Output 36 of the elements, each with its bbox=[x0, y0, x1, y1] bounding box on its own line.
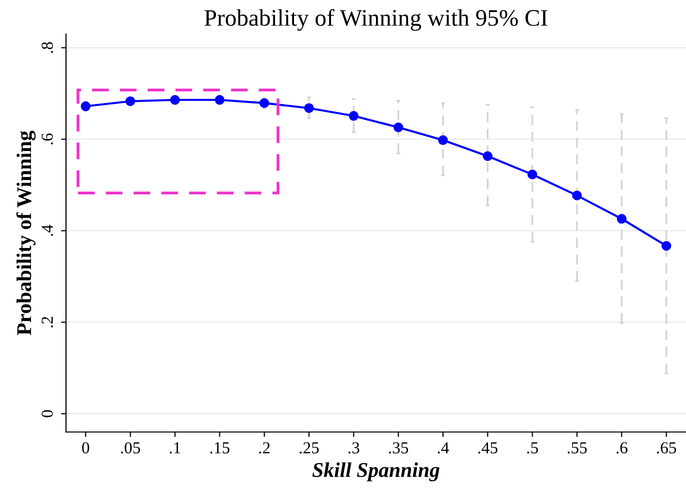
x-tick-label: .15 bbox=[210, 442, 230, 454]
x-tick-label: .5 bbox=[527, 442, 538, 454]
x-tick-label: .2 bbox=[259, 442, 270, 454]
x-tick-label: .4 bbox=[438, 442, 449, 454]
y-axis-title: Probability of Winning bbox=[16, 130, 36, 336]
y-tick-label: .4 bbox=[42, 224, 53, 236]
x-tick-label: .25 bbox=[300, 442, 319, 454]
x-tick-label: .3 bbox=[348, 442, 360, 454]
point bbox=[661, 240, 672, 251]
point bbox=[170, 95, 180, 105]
point bbox=[259, 98, 270, 108]
point bbox=[304, 103, 314, 113]
y-tick-label: 0 bbox=[42, 410, 53, 418]
x-tick-label: .65 bbox=[657, 442, 676, 454]
point bbox=[438, 135, 448, 145]
point bbox=[572, 190, 582, 200]
x-tick-label: .6 bbox=[616, 442, 628, 454]
y-tick-label: .2 bbox=[42, 316, 53, 328]
point bbox=[80, 101, 91, 112]
point bbox=[393, 122, 404, 132]
x-axis-title: Skill Spanning bbox=[312, 462, 440, 482]
x-tick-label: .35 bbox=[389, 442, 408, 454]
y-tick-label: .6 bbox=[42, 133, 53, 144]
x-tick-label: .45 bbox=[478, 442, 498, 454]
x-tick-label: .05 bbox=[121, 442, 140, 454]
point bbox=[616, 214, 627, 224]
x-tick-label: .1 bbox=[170, 442, 180, 454]
x-tick-label: .55 bbox=[568, 442, 587, 454]
chart-title: Probability of Winning with 95% CI bbox=[204, 9, 548, 31]
point bbox=[214, 95, 225, 105]
point bbox=[482, 151, 493, 162]
y-tick-label: .8 bbox=[42, 42, 53, 53]
point bbox=[527, 170, 538, 180]
x-tick-label: 0 bbox=[82, 442, 90, 454]
point bbox=[348, 111, 359, 121]
point bbox=[125, 96, 136, 106]
